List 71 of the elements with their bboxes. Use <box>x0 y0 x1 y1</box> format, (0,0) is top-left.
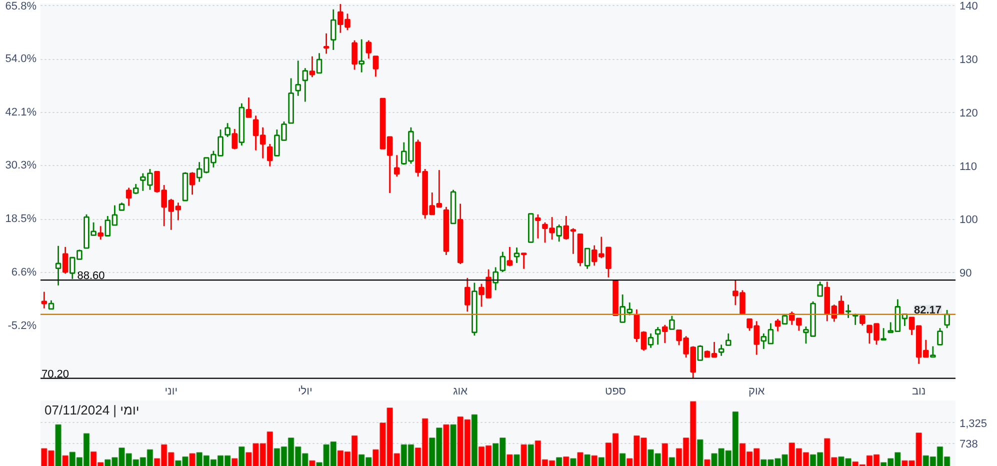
ref-line-label: 82.17 <box>914 304 942 316</box>
candlestick <box>267 143 273 168</box>
candlestick <box>845 304 852 319</box>
y-tick-label: 130 <box>960 54 978 66</box>
ref-line-label: 88.60 <box>77 270 105 282</box>
candlestick <box>323 32 330 54</box>
candlestick <box>41 291 48 310</box>
candlestick <box>535 214 541 240</box>
ref-line-label: 70.20 <box>42 368 70 380</box>
candlestick <box>358 38 364 74</box>
x-tick-label: ספט <box>605 386 626 398</box>
candlestick <box>506 246 513 267</box>
candlestick <box>669 315 675 330</box>
candlestick <box>514 246 520 264</box>
candlestick <box>302 67 308 102</box>
candlestick <box>648 332 654 349</box>
y-tick-label: 120 <box>960 107 978 120</box>
candlestick <box>126 186 132 207</box>
candlestick <box>62 246 68 274</box>
y2-tick-label: 54.0% <box>5 52 37 65</box>
candlestick <box>372 56 379 78</box>
y-tick-label: 90 <box>960 268 972 280</box>
y2-tick-label: 30.3% <box>5 160 37 172</box>
y-tick-label: 140 <box>960 0 978 13</box>
y-tick-label: 1,325 <box>960 418 988 430</box>
candlestick <box>295 60 301 97</box>
candlestick <box>352 40 358 70</box>
candlestick <box>98 225 104 240</box>
y-tick-label: 738 <box>960 438 978 451</box>
candlestick <box>937 327 943 346</box>
candlestick <box>725 332 732 346</box>
candlestick <box>330 8 336 51</box>
candlestick <box>232 128 238 150</box>
candlestick <box>930 346 936 358</box>
y2-tick-label: 6.6% <box>11 266 37 279</box>
candlestick <box>774 318 781 332</box>
candlestick <box>464 277 470 312</box>
annotation: 07/11/2024 | יומי <box>44 402 140 418</box>
candlestick <box>556 224 562 242</box>
candlestick <box>132 183 139 195</box>
candlestick <box>492 266 498 291</box>
candlestick <box>718 344 724 357</box>
y2-tick-label: -5.2% <box>8 320 37 332</box>
candlestick <box>817 280 823 297</box>
x-tick-label: אוג <box>453 386 468 398</box>
y2-tick-label: 65.8% <box>5 0 37 12</box>
y2-tick-label: 42.1% <box>5 106 37 118</box>
x-tick-label: אוק <box>748 386 765 398</box>
candlestick <box>189 172 196 196</box>
candlestick <box>55 245 62 286</box>
x-tick-label: יוני <box>164 386 178 398</box>
candlestick <box>500 251 506 273</box>
candlestick <box>520 252 527 270</box>
candlestick <box>697 344 704 361</box>
candlestick <box>309 56 316 78</box>
candlestick <box>860 315 866 326</box>
x-tick-label: יולי <box>298 386 312 398</box>
candlestick <box>394 154 400 178</box>
candlestick <box>366 40 372 60</box>
candlestick <box>316 52 322 74</box>
candlestick <box>880 327 886 341</box>
candlestick <box>224 122 230 138</box>
candlestick <box>654 326 661 346</box>
x-tick-label: נוב <box>912 386 926 398</box>
y-tick-label: 110 <box>960 160 978 173</box>
y2-tick-label: 18.5% <box>5 212 37 225</box>
candlestick <box>584 248 590 270</box>
y-tick-label: 100 <box>960 214 978 226</box>
candlestick <box>944 309 950 329</box>
candlestick <box>662 324 668 344</box>
candlestick <box>246 96 252 118</box>
